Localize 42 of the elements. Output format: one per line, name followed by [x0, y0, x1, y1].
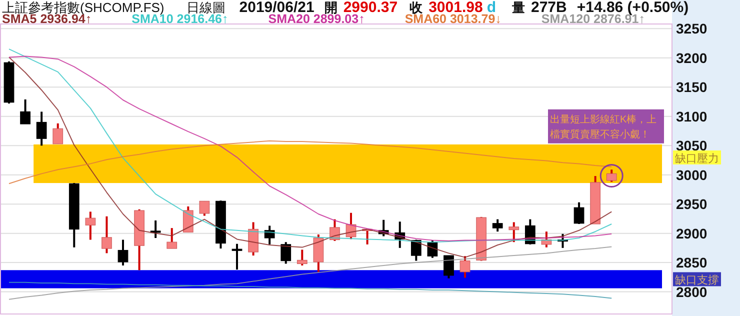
- chart-subtitle: 日線圖: [186, 0, 226, 15]
- y-tick-label: 2950: [676, 196, 708, 212]
- y-tick-label: 3050: [676, 138, 708, 154]
- candlestick: [280, 241, 292, 265]
- candlestick: [199, 200, 210, 217]
- candlestick: [150, 219, 161, 239]
- candlestick: [427, 239, 438, 259]
- candlestick: [606, 168, 617, 183]
- candlestick: [264, 224, 275, 246]
- y-tick-label: 3250: [676, 20, 708, 37]
- candlestick: [296, 248, 308, 266]
- y-tick-label: 2850: [676, 254, 708, 271]
- annotation: 出量短上影線紅K棒，上檔實質賣壓不容小覷！: [550, 113, 657, 140]
- band-label: 缺口支撐: [675, 274, 719, 287]
- band-label: 缺口壓力: [675, 152, 719, 165]
- candlestick: [20, 98, 30, 125]
- line-series: [8, 282, 612, 299]
- y-tick-label: 3200: [676, 50, 708, 66]
- line-series: [8, 246, 612, 300]
- candlestick: [460, 255, 470, 279]
- candlestick: [118, 238, 128, 266]
- candlestick: [166, 227, 178, 250]
- y-tick-label: 3000: [676, 166, 708, 183]
- chart-title: 上証參考指數(SHCOMP.FS): [2, 0, 164, 15]
- candlestick: [232, 242, 242, 271]
- candlestick: [85, 210, 96, 241]
- candlestick: [574, 201, 584, 225]
- candlestick: [444, 254, 454, 280]
- candlestick: [492, 218, 503, 233]
- candlestick: [52, 122, 64, 145]
- candlestick: [102, 215, 112, 254]
- text: 量: [510, 0, 525, 15]
- y-tick-label: 3150: [676, 79, 708, 96]
- text: 開: [324, 0, 338, 15]
- text: 收: [410, 0, 424, 15]
- candlestick: [508, 221, 520, 244]
- candlestick: [410, 238, 422, 262]
- candlestick: [36, 110, 47, 147]
- candlestick: [248, 221, 258, 257]
- candlestick: [313, 233, 324, 273]
- y-tick-label: 3100: [676, 108, 708, 124]
- y-tick-label: 2900: [676, 225, 708, 242]
